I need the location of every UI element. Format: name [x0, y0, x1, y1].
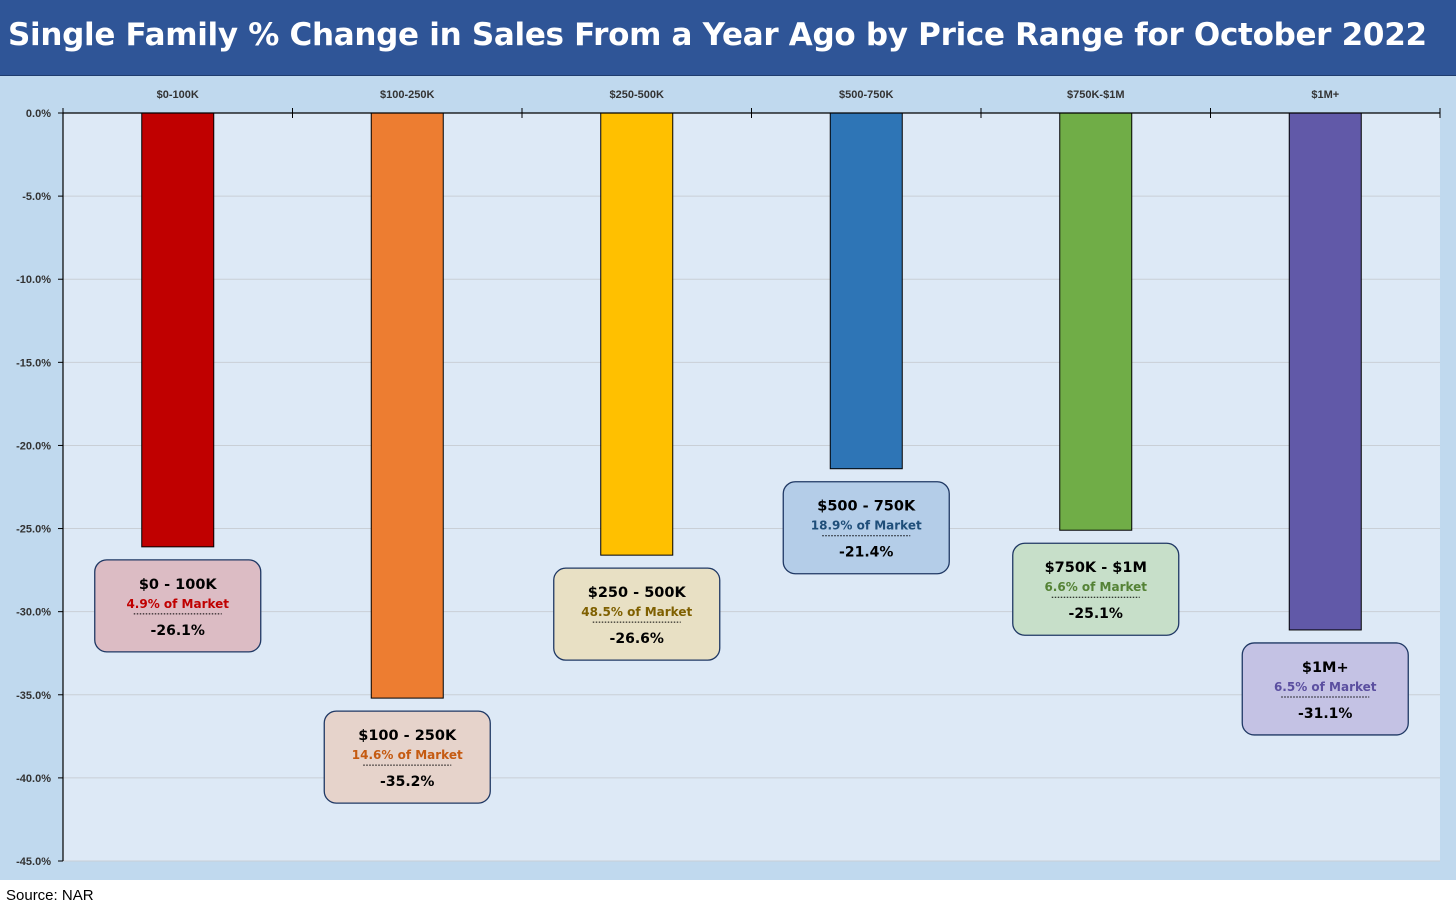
callout-share: 48.5% of Market [581, 605, 692, 619]
x-tick-label: $0-100K [157, 89, 199, 101]
y-tick-label: -40.0% [16, 773, 51, 785]
title-bar: Single Family % Change in Sales From a Y… [0, 0, 1456, 76]
bar [141, 112, 215, 548]
callout-box [782, 481, 950, 575]
callout-box [94, 559, 262, 653]
callout-box [1241, 642, 1409, 736]
callout-share: 4.9% of Market [126, 597, 229, 611]
source-note: Source: NAR [6, 887, 94, 904]
callout-value: -26.1% [151, 623, 205, 639]
x-tick-label: $750K-$1M [1067, 89, 1124, 101]
y-tick-label: -35.0% [16, 690, 51, 702]
callout-box [1012, 542, 1180, 636]
callout-box [323, 710, 491, 804]
plot-background [63, 113, 1440, 861]
callout-title: $100 - 250K [358, 728, 457, 744]
x-tick-label: $100-250K [380, 89, 434, 101]
callout-value: -25.1% [1069, 606, 1123, 622]
footer: Source: NAR [0, 880, 1456, 907]
y-tick-label: -15.0% [16, 357, 51, 369]
callout-value: -35.2% [380, 774, 434, 790]
bar [370, 112, 444, 699]
callout-value: -26.6% [610, 631, 664, 647]
x-tick-label: $1M+ [1311, 89, 1339, 101]
chart-area: 0.0% -5.0% -10.0% -15.0% -20.0% -25.0% -30.0% -… [0, 76, 1456, 880]
x-tick-label: $500-750K [839, 89, 893, 101]
callout-box [553, 567, 721, 661]
callout-share: 6.5% of Market [1274, 680, 1377, 694]
y-tick-label: 0.0% [26, 108, 51, 120]
callout-value: -21.4% [839, 545, 893, 561]
x-tick-label: $250-500K [610, 89, 664, 101]
bar-chart: 0.0% -5.0% -10.0% -15.0% -20.0% -25.0% -30.0% -… [16, 89, 1441, 868]
y-tick-label: -5.0% [22, 191, 51, 203]
callout-share: 14.6% of Market [352, 748, 463, 762]
bar [600, 112, 674, 556]
callout-title: $250 - 500K [588, 585, 687, 601]
bar [1288, 112, 1362, 631]
chart-title: Single Family % Change in Sales From a Y… [8, 17, 1427, 53]
y-tick-label: -25.0% [16, 524, 51, 536]
callout-share: 6.6% of Market [1044, 580, 1147, 594]
callout-title: $0 - 100K [139, 577, 218, 593]
bar [1059, 112, 1133, 531]
y-tick-label: -20.0% [16, 440, 51, 452]
y-tick-label: -10.0% [16, 274, 51, 286]
callout-value: -31.1% [1298, 706, 1352, 722]
bar [829, 112, 903, 470]
y-tick-label: -45.0% [16, 856, 51, 868]
callout-share: 18.9% of Market [811, 519, 922, 533]
y-tick-label: -30.0% [16, 607, 51, 619]
callout-title: $500 - 750K [817, 499, 916, 515]
callout-title: $1M+ [1302, 660, 1349, 676]
callout-title: $750K - $1M [1045, 560, 1147, 576]
